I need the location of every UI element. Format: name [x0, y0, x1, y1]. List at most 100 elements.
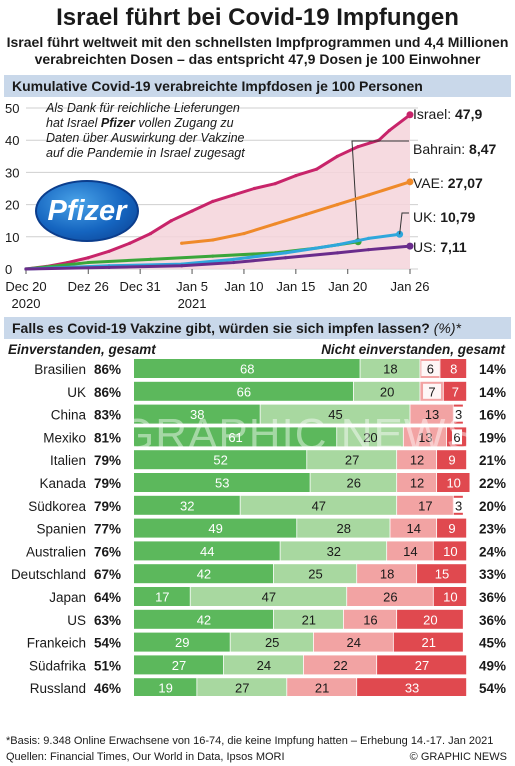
section-1-header: Kumulative Covid-19 verabreichte Impfdos… [4, 75, 511, 97]
bar-segment [353, 381, 420, 401]
country-label: Mexiko [43, 430, 86, 445]
israel-area [26, 114, 410, 270]
bar-value-label: 27 [172, 658, 186, 673]
bar-segment [397, 495, 453, 515]
data-point-israel [294, 174, 298, 178]
agree-total: 81% [94, 430, 121, 445]
x-tick-label: Jan 20 [328, 279, 367, 294]
bar-segment [134, 450, 307, 470]
bar-segment [134, 495, 240, 515]
bar-segment [437, 473, 470, 492]
bar-value-label: 13 [425, 407, 439, 422]
agree-total: 79% [94, 476, 121, 491]
bar-segment [433, 541, 467, 561]
x-tick-label: Jan 26 [390, 279, 429, 294]
bar-value-label: 19 [158, 681, 172, 696]
disagree-total: 21% [479, 453, 506, 468]
x-tick-label: Jan 5 [176, 279, 208, 294]
data-point-vae [335, 203, 339, 207]
agree-total: 67% [94, 567, 121, 582]
y-tick-label: 30 [5, 165, 19, 180]
bar-segment [297, 518, 390, 538]
series-value: 47,9 [455, 106, 482, 122]
bar-value-label: 53 [215, 476, 229, 491]
bar-value-label: 13 [418, 430, 432, 445]
bar-value-label: 21 [315, 681, 329, 696]
section-2-unit: (%)* [433, 320, 461, 336]
disagree-total: 54% [479, 681, 506, 696]
data-point-bahrain [148, 257, 153, 261]
x-tick-label: Dec 20 [5, 279, 46, 294]
leader-line-bahrain [351, 140, 409, 242]
disagree-total: 22% [479, 476, 506, 491]
sources: Quellen: Financial Times, Our World in D… [6, 751, 285, 763]
series-name: Bahrain: [413, 141, 469, 157]
bar-segment [230, 632, 314, 652]
bar-value-label: 6 [453, 430, 460, 445]
bar-segment [393, 632, 463, 652]
disagree-total: 24% [479, 544, 506, 559]
series-name: Israel: [413, 106, 455, 122]
data-point-israel [387, 128, 391, 133]
bar-value-label: 20 [363, 430, 377, 445]
country-label: China [51, 408, 87, 423]
series-name: UK: [413, 209, 440, 225]
bar-value-label: 12 [410, 453, 424, 468]
bar-value-label: 16 [363, 612, 377, 627]
data-point-israel [211, 199, 215, 203]
bar-value-label: 17 [155, 590, 169, 605]
bar-value-label: 47 [262, 590, 276, 605]
disagree-total: 49% [479, 658, 506, 673]
bar-value-label: 33 [405, 681, 419, 696]
bar-value-label: 61 [228, 430, 242, 445]
data-point-vae [211, 238, 215, 242]
bar-value-label: 20 [423, 612, 437, 627]
bar-segment [134, 564, 274, 584]
country-label: Japan [49, 590, 86, 605]
bar-segment [190, 587, 347, 606]
copyright: © GRAPHIC NEWS [409, 751, 507, 763]
bar-segment [410, 404, 453, 424]
bar-segment [307, 450, 397, 470]
bar-segment [134, 678, 197, 696]
agree-total-header: Einverstanden, gesamt [8, 342, 156, 357]
series-label-israel: Israel: 47,9 [413, 106, 482, 122]
data-point-israel [335, 154, 339, 158]
series-end-vae [406, 178, 414, 186]
section-2-header: Falls es Covid-19 Vakzine gibt, würden s… [4, 317, 511, 339]
bar-value-label: 32 [327, 544, 341, 559]
bar-value-label: 3 [455, 498, 462, 513]
x-tick-label: Jan 15 [276, 279, 315, 294]
leader-line-uk [399, 212, 409, 235]
disagree-total: 33% [479, 567, 506, 582]
bar-segment [134, 518, 297, 538]
bar-value-label: 44 [200, 544, 214, 559]
bar-segment [443, 381, 467, 401]
note-line-4: auf die Pandemie in Israel zugesagt [46, 146, 245, 160]
bar-segment [260, 404, 410, 424]
data-point-israel [252, 186, 256, 191]
bar-value-label: 27 [235, 681, 249, 696]
data-point-israel [107, 249, 111, 253]
agree-total: 86% [94, 362, 121, 377]
bar-value-label: 52 [213, 453, 227, 468]
bar-value-label: 15 [435, 567, 449, 582]
note-line-2: hat Israel Pfizer vollen Zugang zu [46, 116, 286, 131]
bar-segment [357, 564, 417, 584]
data-point-uk [231, 257, 236, 261]
watermark: GRAPHIC NEWS [120, 410, 477, 459]
series-label-us: US: 7,11 [413, 239, 467, 255]
bar-segment [360, 359, 420, 378]
bar-value-label: 29 [175, 635, 189, 650]
bar-label-box [421, 361, 440, 376]
data-point-israel [190, 209, 194, 213]
bar-value-label: 38 [190, 407, 204, 422]
note-line-3: Daten über Auswirkung der Vakzine [46, 131, 245, 145]
footnote: *Basis: 9.348 Online Erwachsene von 16-7… [6, 735, 494, 747]
disagree-total: 20% [479, 499, 506, 514]
agree-total: 83% [94, 408, 121, 423]
bar-segment [310, 473, 397, 492]
bar-segment [397, 473, 437, 492]
y-tick-label: 40 [5, 133, 19, 148]
bar-segment [273, 609, 343, 629]
